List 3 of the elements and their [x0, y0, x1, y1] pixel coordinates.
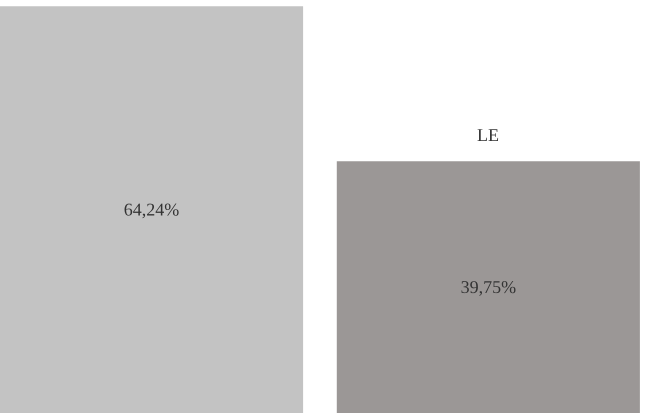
data-label: 39,75% [460, 277, 516, 298]
x-tick-label: LE [477, 125, 499, 145]
data-label: 64,24% [124, 200, 180, 220]
